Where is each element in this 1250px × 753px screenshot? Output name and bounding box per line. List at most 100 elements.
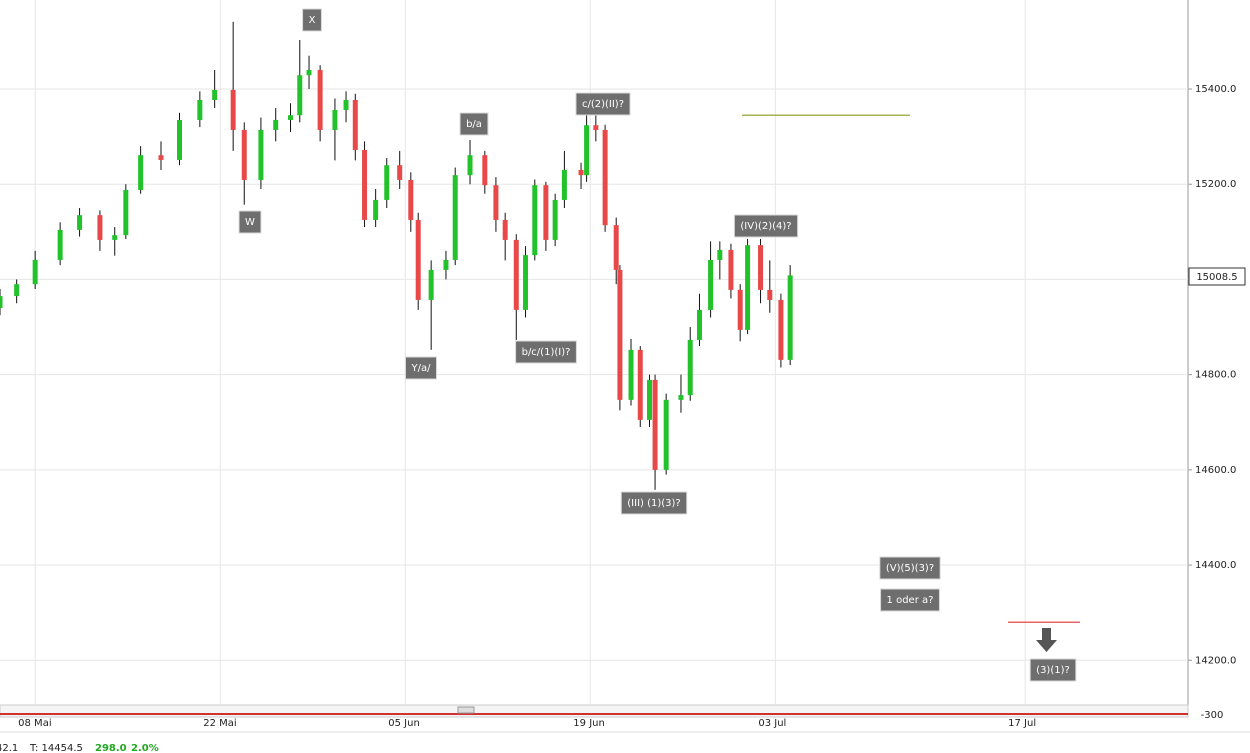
candle <box>708 241 714 318</box>
annotation-label: W <box>245 217 255 228</box>
candle <box>602 124 608 232</box>
annotation-box <box>880 588 940 612</box>
candle-body <box>443 259 449 270</box>
candle-body <box>543 185 549 240</box>
footer: 42.1 T: 14454.5 298.0 2.0% <box>0 743 159 753</box>
candle <box>687 327 693 401</box>
candle-body <box>273 119 279 130</box>
candle <box>767 260 773 313</box>
candle-body <box>652 379 658 470</box>
candle <box>647 374 653 427</box>
candle-body <box>452 175 458 260</box>
candle <box>397 150 403 189</box>
candle-body <box>584 125 590 176</box>
candle-body <box>297 75 303 116</box>
candle <box>343 91 349 123</box>
candle <box>482 150 488 194</box>
last-price-box <box>1188 267 1246 286</box>
candle <box>493 177 499 232</box>
candle <box>532 179 538 261</box>
x-tick-label: 19 Jun <box>573 718 605 729</box>
candle <box>637 346 643 427</box>
x-tick-label: 17 Jul <box>1008 718 1036 729</box>
annotation: (V)(5)(3)? <box>879 556 941 580</box>
candle <box>593 115 599 142</box>
candle <box>112 227 118 256</box>
candle <box>0 288 3 316</box>
candle-body <box>332 109 338 130</box>
candle-body <box>362 149 368 220</box>
indicator-label: -300 <box>1201 710 1224 721</box>
candle-body <box>241 129 247 180</box>
y-tick-label: 14400.0 <box>1195 560 1236 571</box>
candle-body <box>467 155 473 176</box>
footer-change-pct: 2.0% <box>131 743 159 753</box>
candle <box>696 293 702 347</box>
annotation: b/a <box>459 112 489 136</box>
candle-body <box>787 275 793 360</box>
candle <box>428 260 434 350</box>
annotation: 1 oder a? <box>880 588 940 612</box>
candle <box>14 279 20 304</box>
annotation-box <box>879 556 941 580</box>
candle-body <box>343 99 349 110</box>
candle-body <box>384 165 390 200</box>
y-tick-label: 15400.0 <box>1195 84 1236 95</box>
candle <box>578 162 584 189</box>
candle <box>415 212 421 310</box>
candle-body <box>523 255 529 310</box>
candle <box>352 93 358 161</box>
candle-body <box>77 215 83 230</box>
candle-body <box>728 249 734 290</box>
candle <box>584 115 590 182</box>
arrow-shaft <box>1042 628 1051 640</box>
annotation-label: b/c/(1)(I)? <box>522 347 571 358</box>
candle-body <box>647 379 653 420</box>
candle-body <box>513 239 519 310</box>
annotation-label: 1 oder a? <box>887 595 934 606</box>
candle-body <box>97 215 103 240</box>
candle <box>467 139 473 185</box>
footer-target: T: 14454.5 <box>29 743 83 753</box>
candle <box>745 238 751 335</box>
candle <box>332 98 338 161</box>
candle-body <box>552 199 558 240</box>
candle-body <box>428 269 434 300</box>
pane-splitter[interactable] <box>457 706 475 714</box>
candle-body <box>397 165 403 180</box>
candle-body <box>317 69 323 130</box>
candle <box>513 234 519 340</box>
candle-body <box>758 245 764 290</box>
candle-body <box>637 349 643 420</box>
candle <box>273 108 279 142</box>
annotation-box <box>1029 658 1077 682</box>
candle-body <box>112 235 118 240</box>
candle-body <box>663 399 669 470</box>
candle-body <box>212 89 218 100</box>
candle <box>443 250 449 280</box>
candle-body <box>306 69 312 76</box>
x-tick-label: 22 Mai <box>203 718 236 729</box>
candle <box>452 167 458 266</box>
x-tick-label: 03 Jul <box>758 718 786 729</box>
annotation-label: X <box>309 15 316 26</box>
candle-body <box>176 119 182 160</box>
last-price: 15008.5 <box>1196 272 1237 283</box>
candle-body <box>593 125 599 130</box>
candle <box>241 122 247 205</box>
candle-body <box>32 259 38 285</box>
candle <box>297 39 303 123</box>
candle <box>158 141 164 170</box>
annotation: (IV)(2)(4)? <box>733 214 799 238</box>
candle-body <box>230 89 236 130</box>
plot: X Wb/a c/(2)(II)? Y/a/b/c/(1)(I)? (III) (1)(… <box>0 8 1080 682</box>
annotation: (3)(1)? <box>1029 658 1077 682</box>
candle-body <box>602 129 608 226</box>
candle-body <box>502 219 508 240</box>
candle <box>737 284 743 342</box>
candle-body <box>745 245 751 330</box>
candle <box>617 265 623 411</box>
annotation-box <box>733 214 799 238</box>
x-tick-label: 05 Jun <box>388 718 420 729</box>
annotation-box <box>302 8 322 32</box>
